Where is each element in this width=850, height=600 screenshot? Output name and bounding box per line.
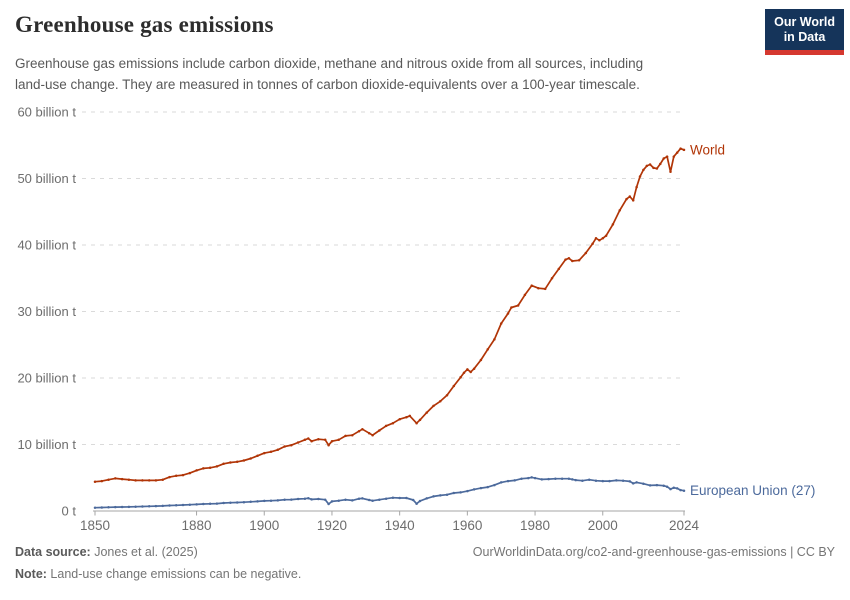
world-line[interactable] [94,147,685,483]
line-chart-canvas[interactable]: 0 t 10 billion t 20 billion t 30 billion t 4… [0,92,850,542]
series-label-european-union-27[interactable]: European Union (27) [690,483,815,498]
data-source-value: Jones et al. (2025) [90,545,198,559]
y-tick-label-40: 40 billion t [17,238,76,253]
footer-row-1: Data source: Jones et al. (2025) OurWorl… [15,545,835,559]
european-union-27-line[interactable] [94,476,685,509]
x-tick-label-1920: 1920 [317,518,347,533]
page-title: Greenhouse gas emissions [15,12,274,37]
chart-subtitle: Greenhouse gas emissions include carbon … [15,53,643,95]
footer-row-2: Note: Land-use change emissions can be n… [15,567,835,581]
y-tick-label-50: 50 billion t [17,171,76,186]
chart-footer: Data source: Jones et al. (2025) OurWorl… [15,545,835,589]
x-tick-label-1880: 1880 [182,518,212,533]
owid-logo-line1: Our World [774,15,835,29]
canonical-url-link[interactable]: OurWorldinData.org/co2-and-greenhouse-ga… [472,545,835,559]
x-tick-label-1980: 1980 [520,518,550,533]
x-tick-label-2000: 2000 [588,518,618,533]
note-label: Note: [15,567,47,581]
subtitle-line-2: land-use change. They are measured in to… [15,77,640,92]
y-tick-label-10: 10 billion t [17,437,76,452]
y-tick-label-20: 20 billion t [17,371,76,386]
y-tick-label-0: 0 t [62,504,77,519]
subtitle-line-1: Greenhouse gas emissions include carbon … [15,56,644,71]
note: Note: Land-use change emissions can be n… [15,567,301,581]
x-tick-label-1960: 1960 [452,518,482,533]
note-value: Land-use change emissions can be negativ… [46,567,302,581]
data-source-label: Data source: [15,545,91,559]
owid-logo[interactable]: Our World in Data [765,9,844,55]
european-union-27-markers [93,476,686,509]
x-tick-label-1850: 1850 [80,518,110,533]
x-tick-label-2024: 2024 [669,518,700,533]
world-markers [93,147,686,483]
data-source: Data source: Jones et al. (2025) [15,545,198,559]
owid-logo-line2: in Data [783,30,826,44]
series-label-world[interactable]: World [690,142,725,157]
x-tick-label-1900: 1900 [249,518,279,533]
x-tick-label-1940: 1940 [385,518,415,533]
y-tick-label-30: 30 billion t [17,304,76,319]
y-tick-label-60: 60 billion t [17,105,76,120]
